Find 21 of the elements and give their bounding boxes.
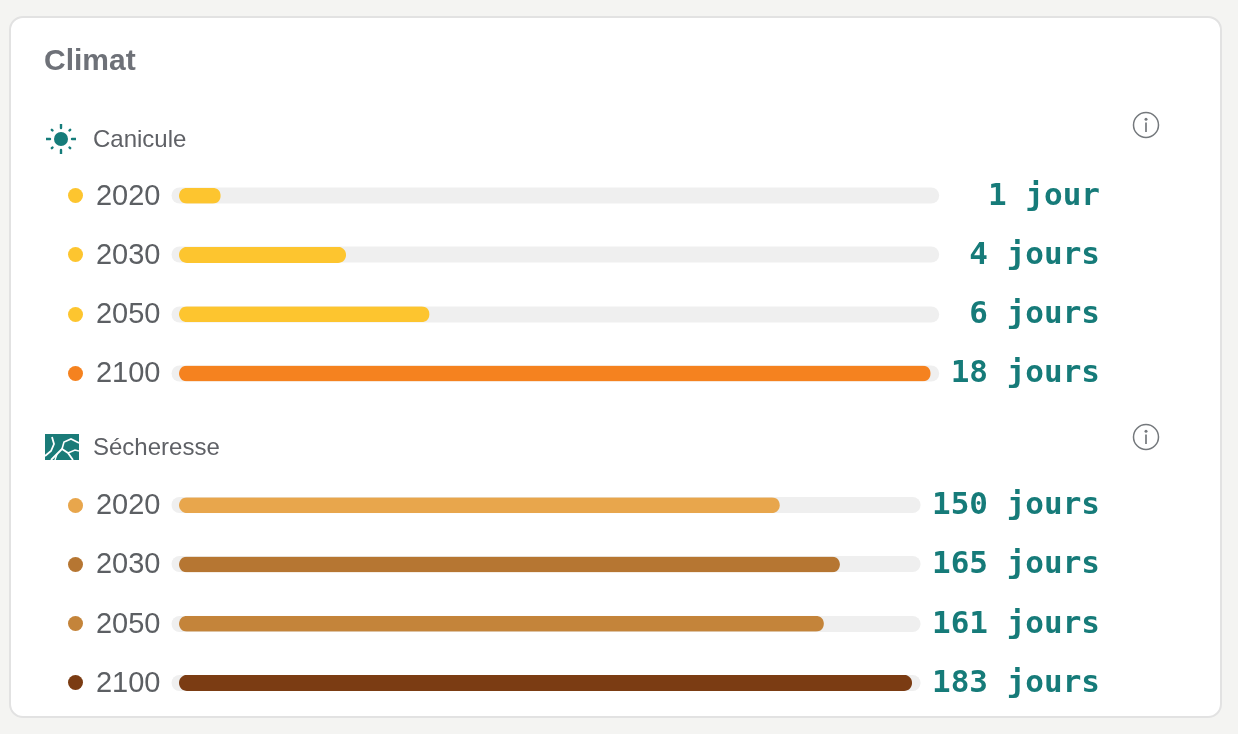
chart-subtitle: Canicule bbox=[93, 125, 187, 153]
data-label: 150 jours bbox=[932, 485, 1100, 522]
data-label: 161 jours bbox=[932, 603, 1100, 640]
data-label: 4 jours bbox=[969, 234, 1100, 271]
data-label: 1 jour bbox=[988, 175, 1100, 212]
bar bbox=[179, 246, 347, 263]
y-tick-label: 2100 bbox=[95, 356, 161, 389]
chart-title: Climat bbox=[43, 42, 137, 78]
data-label: 183 jours bbox=[932, 662, 1100, 699]
data-label: 18 jours bbox=[950, 353, 1100, 390]
chart-subtitle: Sécheresse bbox=[93, 433, 220, 461]
y-tick-label: 2050 bbox=[95, 606, 161, 639]
data-label: 6 jours bbox=[969, 294, 1100, 331]
y-tick-label: 2100 bbox=[95, 665, 161, 698]
data-label: 165 jours bbox=[932, 544, 1100, 581]
y-tick-label: 2030 bbox=[95, 547, 161, 580]
y-tick-label: 2050 bbox=[95, 297, 161, 330]
y-tick-label: 2020 bbox=[95, 488, 161, 521]
y-tick-label: 2020 bbox=[95, 178, 161, 211]
y-tick-label: 2030 bbox=[95, 237, 161, 270]
bar bbox=[179, 306, 430, 323]
